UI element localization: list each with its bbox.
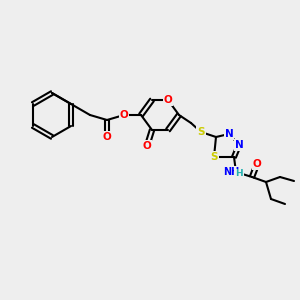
Text: O: O xyxy=(164,95,172,105)
Text: NH: NH xyxy=(223,167,239,177)
Text: O: O xyxy=(253,159,261,169)
Text: S: S xyxy=(210,152,218,162)
Text: O: O xyxy=(120,110,128,120)
Text: H: H xyxy=(235,169,243,178)
Text: O: O xyxy=(142,141,152,151)
Text: S: S xyxy=(197,127,205,137)
Text: N: N xyxy=(225,129,233,139)
Text: O: O xyxy=(103,132,111,142)
Text: N: N xyxy=(235,140,243,150)
